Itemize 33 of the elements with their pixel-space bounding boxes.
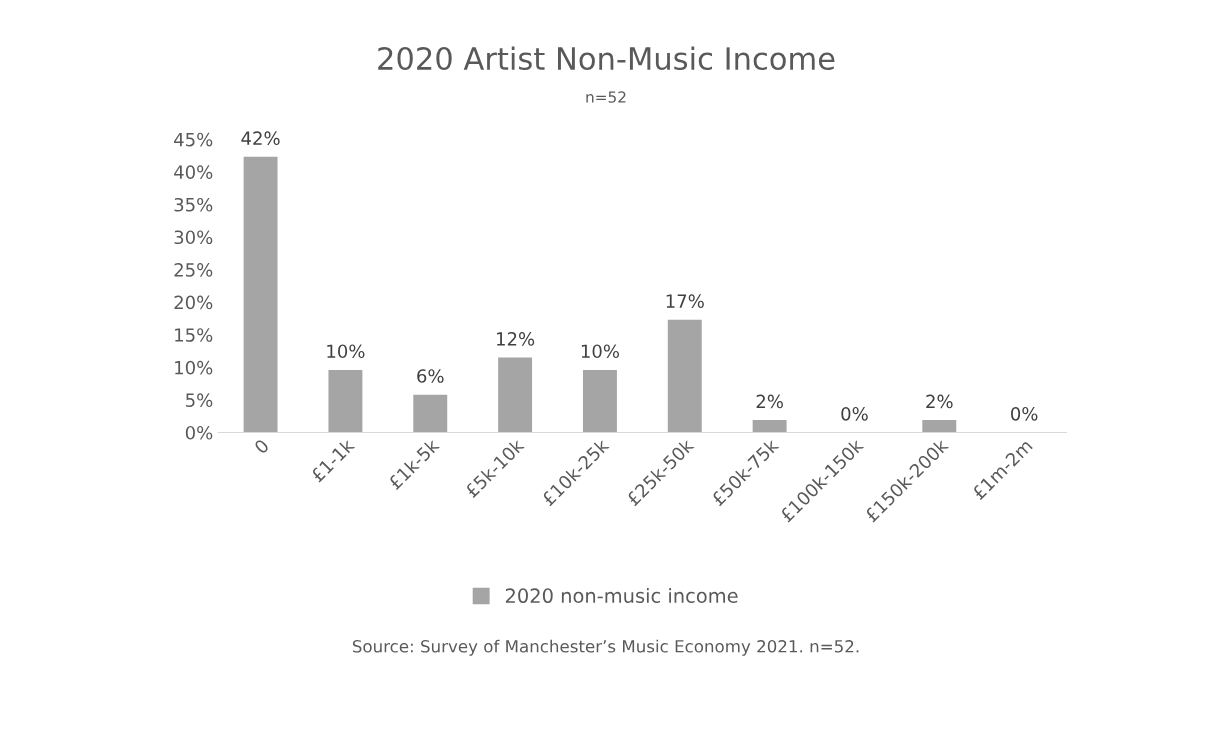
y-tick-label: 35%	[174, 197, 213, 212]
chart-subtitle: n=52	[586, 91, 626, 103]
chart-title: 2020 Artist Non-Music Income	[378, 46, 835, 71]
bar	[243, 156, 278, 433]
bar	[413, 394, 448, 433]
y-tick-label: 10%	[175, 360, 213, 375]
y-tick-label: 0%	[185, 425, 213, 440]
y-tick-label: 20%	[174, 295, 213, 310]
bar	[498, 357, 533, 433]
x-tick-label: 0	[253, 438, 270, 455]
data-label: 10%	[327, 344, 365, 359]
bar	[752, 420, 787, 433]
y-tick-label: 45%	[174, 132, 213, 147]
data-label: 6%	[417, 369, 444, 383]
data-label: 2%	[756, 394, 783, 409]
data-label: 2%	[926, 394, 953, 409]
data-label: 0%	[1011, 406, 1038, 421]
data-label: 0%	[841, 406, 868, 421]
bar	[922, 420, 957, 433]
data-label: 10%	[581, 344, 620, 359]
data-label: 42%	[241, 131, 280, 146]
bar	[328, 369, 363, 433]
source-note: Source: Survey of Manchester’s Music Economy 2021. n=52.	[352, 639, 859, 656]
data-label: 17%	[666, 294, 704, 308]
data-label: 12%	[497, 332, 535, 346]
y-tick-label: 25%	[174, 263, 213, 277]
bar	[582, 369, 617, 433]
bar	[667, 319, 702, 433]
y-tick-label: 30%	[174, 230, 213, 245]
y-tick-label: 40%	[174, 165, 213, 179]
legend-label: 2020 non-music income	[505, 587, 738, 604]
y-tick-label: 15%	[175, 328, 213, 342]
y-tick-label: 5%	[186, 393, 213, 408]
